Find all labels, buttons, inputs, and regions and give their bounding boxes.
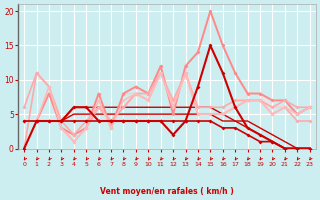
X-axis label: Vent moyen/en rafales ( km/h ): Vent moyen/en rafales ( km/h ) [100,187,234,196]
